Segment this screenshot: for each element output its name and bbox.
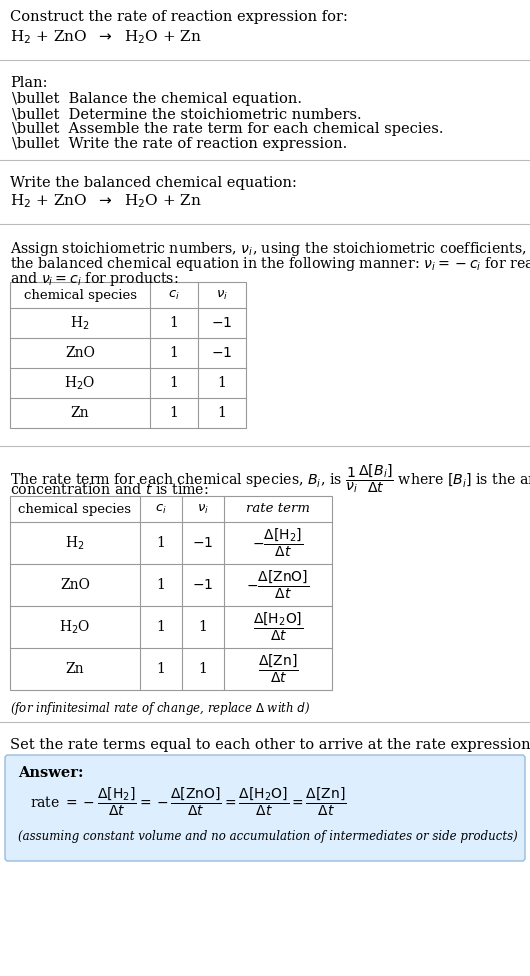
Text: chemical species: chemical species xyxy=(23,289,137,302)
Text: ZnO: ZnO xyxy=(65,346,95,360)
Text: $-1$: $-1$ xyxy=(211,346,233,360)
Text: Set the rate terms equal to each other to arrive at the rate expression:: Set the rate terms equal to each other t… xyxy=(10,738,530,752)
Text: H$_2$: H$_2$ xyxy=(70,314,90,332)
Text: and $\nu_i = c_i$ for products:: and $\nu_i = c_i$ for products: xyxy=(10,270,179,288)
Text: H$_2$O: H$_2$O xyxy=(64,375,95,391)
Text: \bullet  Write the rate of reaction expression.: \bullet Write the rate of reaction expre… xyxy=(12,137,347,151)
Text: (assuming constant volume and no accumulation of intermediates or side products): (assuming constant volume and no accumul… xyxy=(18,830,518,843)
Text: $-1$: $-1$ xyxy=(192,578,214,592)
Text: 1: 1 xyxy=(199,620,207,634)
Text: 1: 1 xyxy=(156,662,165,676)
Text: H$_2$ + ZnO  $\rightarrow$  H$_2$O + Zn: H$_2$ + ZnO $\rightarrow$ H$_2$O + Zn xyxy=(10,192,202,210)
Text: Assign stoichiometric numbers, $\nu_i$, using the stoichiometric coefficients, $: Assign stoichiometric numbers, $\nu_i$, … xyxy=(10,240,530,258)
Text: rate term: rate term xyxy=(246,503,310,515)
Text: $-\dfrac{\Delta[\mathrm{H_2}]}{\Delta t}$: $-\dfrac{\Delta[\mathrm{H_2}]}{\Delta t}… xyxy=(252,527,304,559)
Text: $\dfrac{\Delta[\mathrm{H_2O}]}{\Delta t}$: $\dfrac{\Delta[\mathrm{H_2O}]}{\Delta t}… xyxy=(253,611,303,643)
Text: 1: 1 xyxy=(156,620,165,634)
Text: Plan:: Plan: xyxy=(10,76,48,90)
Text: 1: 1 xyxy=(217,376,226,390)
Text: 1: 1 xyxy=(170,376,179,390)
FancyBboxPatch shape xyxy=(5,755,525,861)
Text: 1: 1 xyxy=(199,662,207,676)
Text: 1: 1 xyxy=(170,406,179,420)
Text: $\dfrac{\Delta[\mathrm{Zn}]}{\Delta t}$: $\dfrac{\Delta[\mathrm{Zn}]}{\Delta t}$ xyxy=(258,653,298,685)
Text: $-1$: $-1$ xyxy=(211,316,233,330)
Text: (for infinitesimal rate of change, replace $\Delta$ with $d$): (for infinitesimal rate of change, repla… xyxy=(10,700,311,717)
Text: H$_2$: H$_2$ xyxy=(65,534,85,551)
Text: the balanced chemical equation in the following manner: $\nu_i = -c_i$ for react: the balanced chemical equation in the fo… xyxy=(10,255,530,273)
Text: concentration and $t$ is time:: concentration and $t$ is time: xyxy=(10,482,209,497)
Text: 1: 1 xyxy=(217,406,226,420)
Text: 1: 1 xyxy=(156,536,165,550)
Text: chemical species: chemical species xyxy=(19,503,131,515)
Text: 1: 1 xyxy=(170,346,179,360)
Text: ZnO: ZnO xyxy=(60,578,90,592)
Bar xyxy=(10,496,332,690)
Text: $\nu_i$: $\nu_i$ xyxy=(216,289,228,302)
Text: $c_i$: $c_i$ xyxy=(168,289,180,302)
Text: Zn: Zn xyxy=(66,662,84,676)
Text: $-\dfrac{\Delta[\mathrm{ZnO}]}{\Delta t}$: $-\dfrac{\Delta[\mathrm{ZnO}]}{\Delta t}… xyxy=(246,569,310,601)
Text: \bullet  Balance the chemical equation.: \bullet Balance the chemical equation. xyxy=(12,92,302,106)
Bar xyxy=(10,282,246,428)
Text: Write the balanced chemical equation:: Write the balanced chemical equation: xyxy=(10,176,297,190)
Text: 1: 1 xyxy=(170,316,179,330)
Text: Construct the rate of reaction expression for:: Construct the rate of reaction expressio… xyxy=(10,10,348,24)
Text: Answer:: Answer: xyxy=(18,766,84,780)
Text: rate $= -\dfrac{\Delta[\mathrm{H_2}]}{\Delta t} = -\dfrac{\Delta[\mathrm{ZnO}]}{: rate $= -\dfrac{\Delta[\mathrm{H_2}]}{\D… xyxy=(30,786,347,818)
Text: 1: 1 xyxy=(156,578,165,592)
Text: The rate term for each chemical species, $B_i$, is $\dfrac{1}{\nu_i}\dfrac{\Delt: The rate term for each chemical species,… xyxy=(10,462,530,495)
Text: $c_i$: $c_i$ xyxy=(155,503,167,515)
Text: $\nu_i$: $\nu_i$ xyxy=(197,503,209,515)
Text: \bullet  Determine the stoichiometric numbers.: \bullet Determine the stoichiometric num… xyxy=(12,107,361,121)
Text: \bullet  Assemble the rate term for each chemical species.: \bullet Assemble the rate term for each … xyxy=(12,122,444,136)
Text: H$_2$O: H$_2$O xyxy=(59,619,91,635)
Text: $-1$: $-1$ xyxy=(192,536,214,550)
Text: H$_2$ + ZnO  $\rightarrow$  H$_2$O + Zn: H$_2$ + ZnO $\rightarrow$ H$_2$O + Zn xyxy=(10,28,202,46)
Text: Zn: Zn xyxy=(70,406,90,420)
